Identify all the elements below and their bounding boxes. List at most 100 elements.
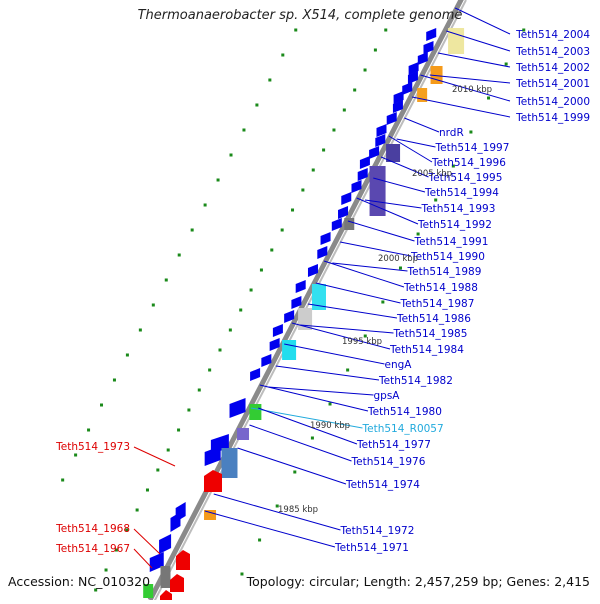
scale-tick — [177, 428, 181, 432]
forward-gene-arrow — [338, 206, 349, 219]
forward-gene-arrow — [295, 280, 306, 293]
scale-tick — [353, 88, 357, 92]
label-leader-line — [340, 241, 412, 257]
forward-gene-arrow — [423, 41, 434, 54]
scale-tick — [280, 228, 284, 232]
label-leader-line — [249, 424, 352, 462]
gene-label: Teth514_1984 — [389, 344, 464, 356]
gene-label: gpsA — [374, 390, 401, 402]
scale-tick — [125, 353, 129, 357]
gene-label: nrdR — [439, 127, 464, 139]
scale-label: 1990 kbp — [310, 421, 350, 431]
gene-label: Teth514_1994 — [424, 187, 499, 199]
forward-gene-arrow — [170, 512, 181, 532]
forward-gene-arrow — [331, 218, 342, 231]
scale-tick — [522, 28, 526, 32]
feature-box — [282, 340, 297, 360]
scale-tick — [197, 388, 201, 392]
scale-tick — [310, 436, 314, 440]
scale-tick — [94, 588, 98, 592]
reverse-gene-arrow — [160, 590, 172, 602]
label-leader-line — [356, 197, 419, 225]
label-leader-line — [454, 7, 511, 35]
feature-box — [204, 510, 217, 520]
gene-label: Teth514_1980 — [367, 406, 442, 418]
forward-gene-arrow — [392, 100, 403, 113]
forward-gene-arrow — [376, 124, 387, 137]
label-leader-line — [259, 384, 369, 412]
scale-tick — [384, 28, 388, 32]
scale-tick — [275, 504, 279, 508]
forward-gene-arrow — [369, 146, 380, 159]
scale-tick — [249, 288, 253, 292]
gene-label: Teth514_1990 — [410, 251, 485, 263]
scale-label: 2010 kbp — [452, 85, 492, 95]
genome-backbone — [147, 0, 467, 603]
scale-tick — [164, 278, 168, 282]
gene-label-reverse: Teth514_1973 — [55, 441, 130, 453]
label-leader-line — [420, 74, 511, 102]
scale-tick — [322, 148, 326, 152]
label-leader-line — [291, 322, 391, 350]
forward-gene-arrow — [357, 168, 368, 181]
label-leader-line — [213, 493, 341, 531]
feature-box — [344, 218, 355, 230]
label-leader-line — [300, 324, 394, 334]
scale-tick — [270, 248, 274, 252]
scale-tick — [311, 168, 315, 172]
gene-label: Teth514_R0057 — [362, 423, 444, 435]
gene-label: Teth514_1988 — [403, 282, 478, 294]
feature-box — [369, 166, 386, 216]
scale-tick — [239, 308, 243, 312]
forward-gene-arrow — [407, 71, 418, 84]
forward-gene-arrow — [402, 82, 413, 95]
scale-label: 1995 kbp — [342, 337, 382, 347]
label-leader-line — [133, 548, 153, 569]
feature-box — [221, 448, 238, 478]
gene-label: Teth514_1997 — [435, 142, 510, 154]
scale-tick — [373, 48, 377, 52]
scale-tick — [328, 402, 332, 406]
scale-tick — [342, 108, 346, 112]
feature-box — [143, 584, 154, 598]
label-leader-line — [258, 407, 358, 445]
scale-tick — [190, 228, 194, 232]
reverse-gene-arrow — [176, 550, 190, 570]
reverse-gene-arrow — [204, 470, 222, 492]
label-leader-line — [275, 365, 380, 381]
gene-label: Teth514_1992 — [417, 219, 492, 231]
label-leader-line — [396, 138, 436, 148]
scale-tick — [416, 232, 420, 236]
scale-tick — [346, 368, 350, 372]
label-leader-line — [332, 262, 408, 272]
gene-label: Teth514_2000 — [515, 96, 590, 108]
scale-tick — [332, 128, 336, 132]
scale-label: 2005 kbp — [412, 169, 452, 179]
gene-label: Teth514_1999 — [515, 112, 590, 124]
forward-gene-arrow — [359, 156, 370, 169]
scale-ticks — [61, 28, 526, 592]
scale-tick — [156, 468, 160, 472]
scale-tick — [125, 528, 129, 532]
scale-tick — [381, 300, 385, 304]
scale-tick — [434, 198, 438, 202]
scale-tick — [291, 208, 295, 212]
scale-tick — [208, 368, 212, 372]
forward-gene-arrow — [417, 52, 428, 65]
gene-label: Teth514_1993 — [421, 203, 496, 215]
gene-label: Teth514_2003 — [515, 46, 590, 58]
forward-gene-arrow — [261, 354, 272, 367]
gene-label: engA — [385, 359, 413, 371]
label-leader-line — [373, 177, 426, 193]
feature-box — [311, 284, 326, 310]
backbone-inner — [153, 0, 467, 603]
gene-labels: Teth514_2004 Teth514_2003 Teth514_2002 Teth… — [55, 29, 590, 555]
gene-label: Teth514_1976 — [351, 456, 426, 468]
scale-tick — [112, 378, 116, 382]
scale-tick — [294, 28, 298, 32]
label-leader-line — [446, 30, 511, 52]
scale-tick — [281, 53, 285, 57]
forward-gene-arrow — [284, 310, 295, 323]
